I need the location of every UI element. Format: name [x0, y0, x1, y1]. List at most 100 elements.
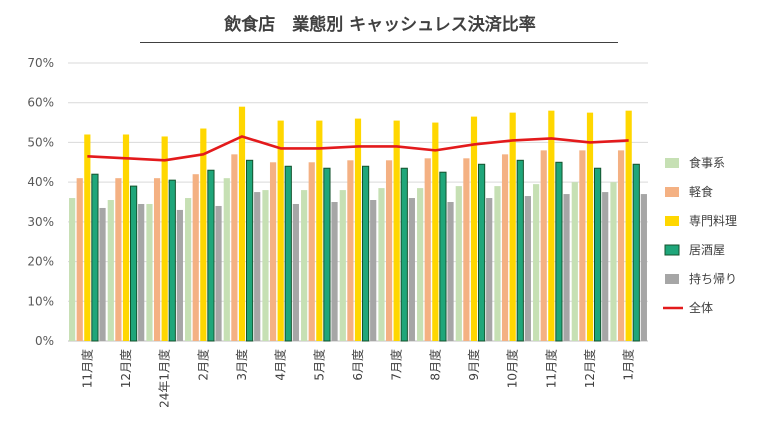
y-tick-label: 60%	[27, 96, 54, 110]
bar-食事系	[610, 182, 617, 341]
legend-swatch-専門料理	[665, 216, 679, 226]
bar-持ち帰り	[640, 194, 647, 341]
legend-swatch-居酒屋	[664, 244, 680, 256]
bar-専門料理	[277, 120, 284, 341]
bar-持ち帰り	[215, 205, 222, 341]
bar-専門料理	[586, 112, 594, 341]
bar-居酒屋	[91, 173, 99, 342]
bar-食事系	[533, 184, 540, 341]
x-tick-label: 4月度	[273, 349, 288, 381]
bar-持ち帰り	[563, 194, 570, 341]
bar-専門料理	[393, 120, 400, 341]
bar-居酒屋	[632, 163, 640, 342]
bar-食事系	[494, 186, 501, 341]
bar-居酒屋	[323, 167, 331, 342]
bar-持ち帰り	[408, 198, 415, 341]
y-tick-label: 70%	[27, 56, 54, 70]
y-tick-label: 40%	[27, 175, 54, 189]
bar-食事系	[185, 198, 192, 341]
legend-swatch-食事系	[665, 158, 679, 168]
bar-持ち帰り	[331, 202, 338, 341]
bar-食事系	[107, 200, 114, 341]
bar-持ち帰り	[602, 192, 609, 341]
bar-食事系	[417, 188, 424, 341]
legend-label: 専門料理	[689, 214, 737, 228]
bar-居酒屋	[130, 185, 138, 342]
x-tick-label: 7月度	[389, 349, 404, 381]
bar-持ち帰り	[524, 196, 531, 341]
bar-食事系	[455, 186, 462, 341]
bar-軽食	[463, 158, 470, 341]
bar-居酒屋	[516, 159, 524, 342]
bar-軽食	[308, 162, 315, 341]
y-tick-label: 50%	[27, 135, 54, 149]
bar-専門料理	[161, 136, 168, 341]
bar-居酒屋	[478, 163, 486, 342]
bar-軽食	[231, 154, 238, 341]
x-tick-label: 11月度	[79, 349, 94, 388]
bar-持ち帰り	[176, 209, 183, 341]
bar-専門料理	[625, 110, 632, 341]
bar-軽食	[192, 174, 199, 341]
bar-軽食	[76, 178, 83, 341]
y-tick-label: 30%	[27, 215, 54, 229]
bar-居酒屋	[594, 167, 602, 342]
bar-持ち帰り	[138, 203, 145, 341]
bar-食事系	[146, 203, 153, 341]
y-tick-label: 0%	[35, 334, 54, 348]
bar-食事系	[223, 178, 230, 341]
chart-title: 飲食店 業態別 キャッシュレス決済比率	[224, 15, 536, 35]
legend-label: 持ち帰り	[689, 271, 737, 286]
bar-軽食	[115, 178, 122, 341]
bar-専門料理	[84, 134, 91, 341]
x-tick-label: 9月度	[466, 349, 481, 381]
bar-軽食	[501, 154, 509, 341]
bar-食事系	[262, 190, 269, 341]
bar-居酒屋	[439, 171, 447, 342]
x-tick-label: 8月度	[427, 349, 442, 381]
bar-軽食	[424, 158, 431, 341]
bar-居酒屋	[400, 167, 408, 342]
bar-軽食	[153, 178, 161, 341]
bar-居酒屋	[246, 159, 254, 342]
legend-label: 全体	[689, 300, 713, 315]
bar-食事系	[69, 198, 76, 341]
bar-専門料理	[316, 120, 323, 341]
bar-食事系	[378, 188, 385, 341]
bar-食事系	[301, 190, 308, 341]
bar-軽食	[540, 150, 547, 341]
x-tick-label: 24年1月度	[157, 349, 172, 408]
y-tick-label: 10%	[27, 294, 54, 308]
y-tick-label: 20%	[27, 255, 54, 269]
x-tick-label: 5月度	[311, 349, 326, 381]
bar-持ち帰り	[292, 203, 299, 341]
bar-専門料理	[122, 134, 130, 341]
bar-居酒屋	[555, 161, 563, 342]
bar-専門料理	[509, 112, 516, 341]
bar-持ち帰り	[447, 202, 454, 341]
bar-専門料理	[432, 122, 439, 341]
bar-居酒屋	[284, 165, 292, 342]
bar-居酒屋	[207, 169, 215, 342]
bar-居酒屋	[362, 165, 370, 342]
bar-専門料理	[200, 128, 207, 341]
x-tick-label: 1月度	[621, 349, 636, 381]
bar-持ち帰り	[254, 192, 261, 341]
bar-食事系	[339, 190, 346, 341]
legend-swatch-持ち帰り	[665, 274, 679, 284]
bar-専門料理	[238, 106, 246, 341]
bar-軽食	[347, 160, 354, 341]
bar-持ち帰り	[370, 200, 377, 341]
x-tick-label: 2月度	[195, 349, 210, 381]
bar-軽食	[579, 150, 586, 341]
bar-軽食	[385, 160, 393, 341]
bar-居酒屋	[168, 179, 176, 342]
bar-専門料理	[354, 118, 362, 341]
title-underline	[140, 42, 618, 43]
legend-swatch-軽食	[665, 187, 679, 197]
bar-軽食	[617, 150, 625, 341]
bar-持ち帰り	[486, 198, 493, 341]
x-tick-label: 3月度	[234, 349, 249, 381]
legend-label: 軽食	[689, 184, 713, 199]
